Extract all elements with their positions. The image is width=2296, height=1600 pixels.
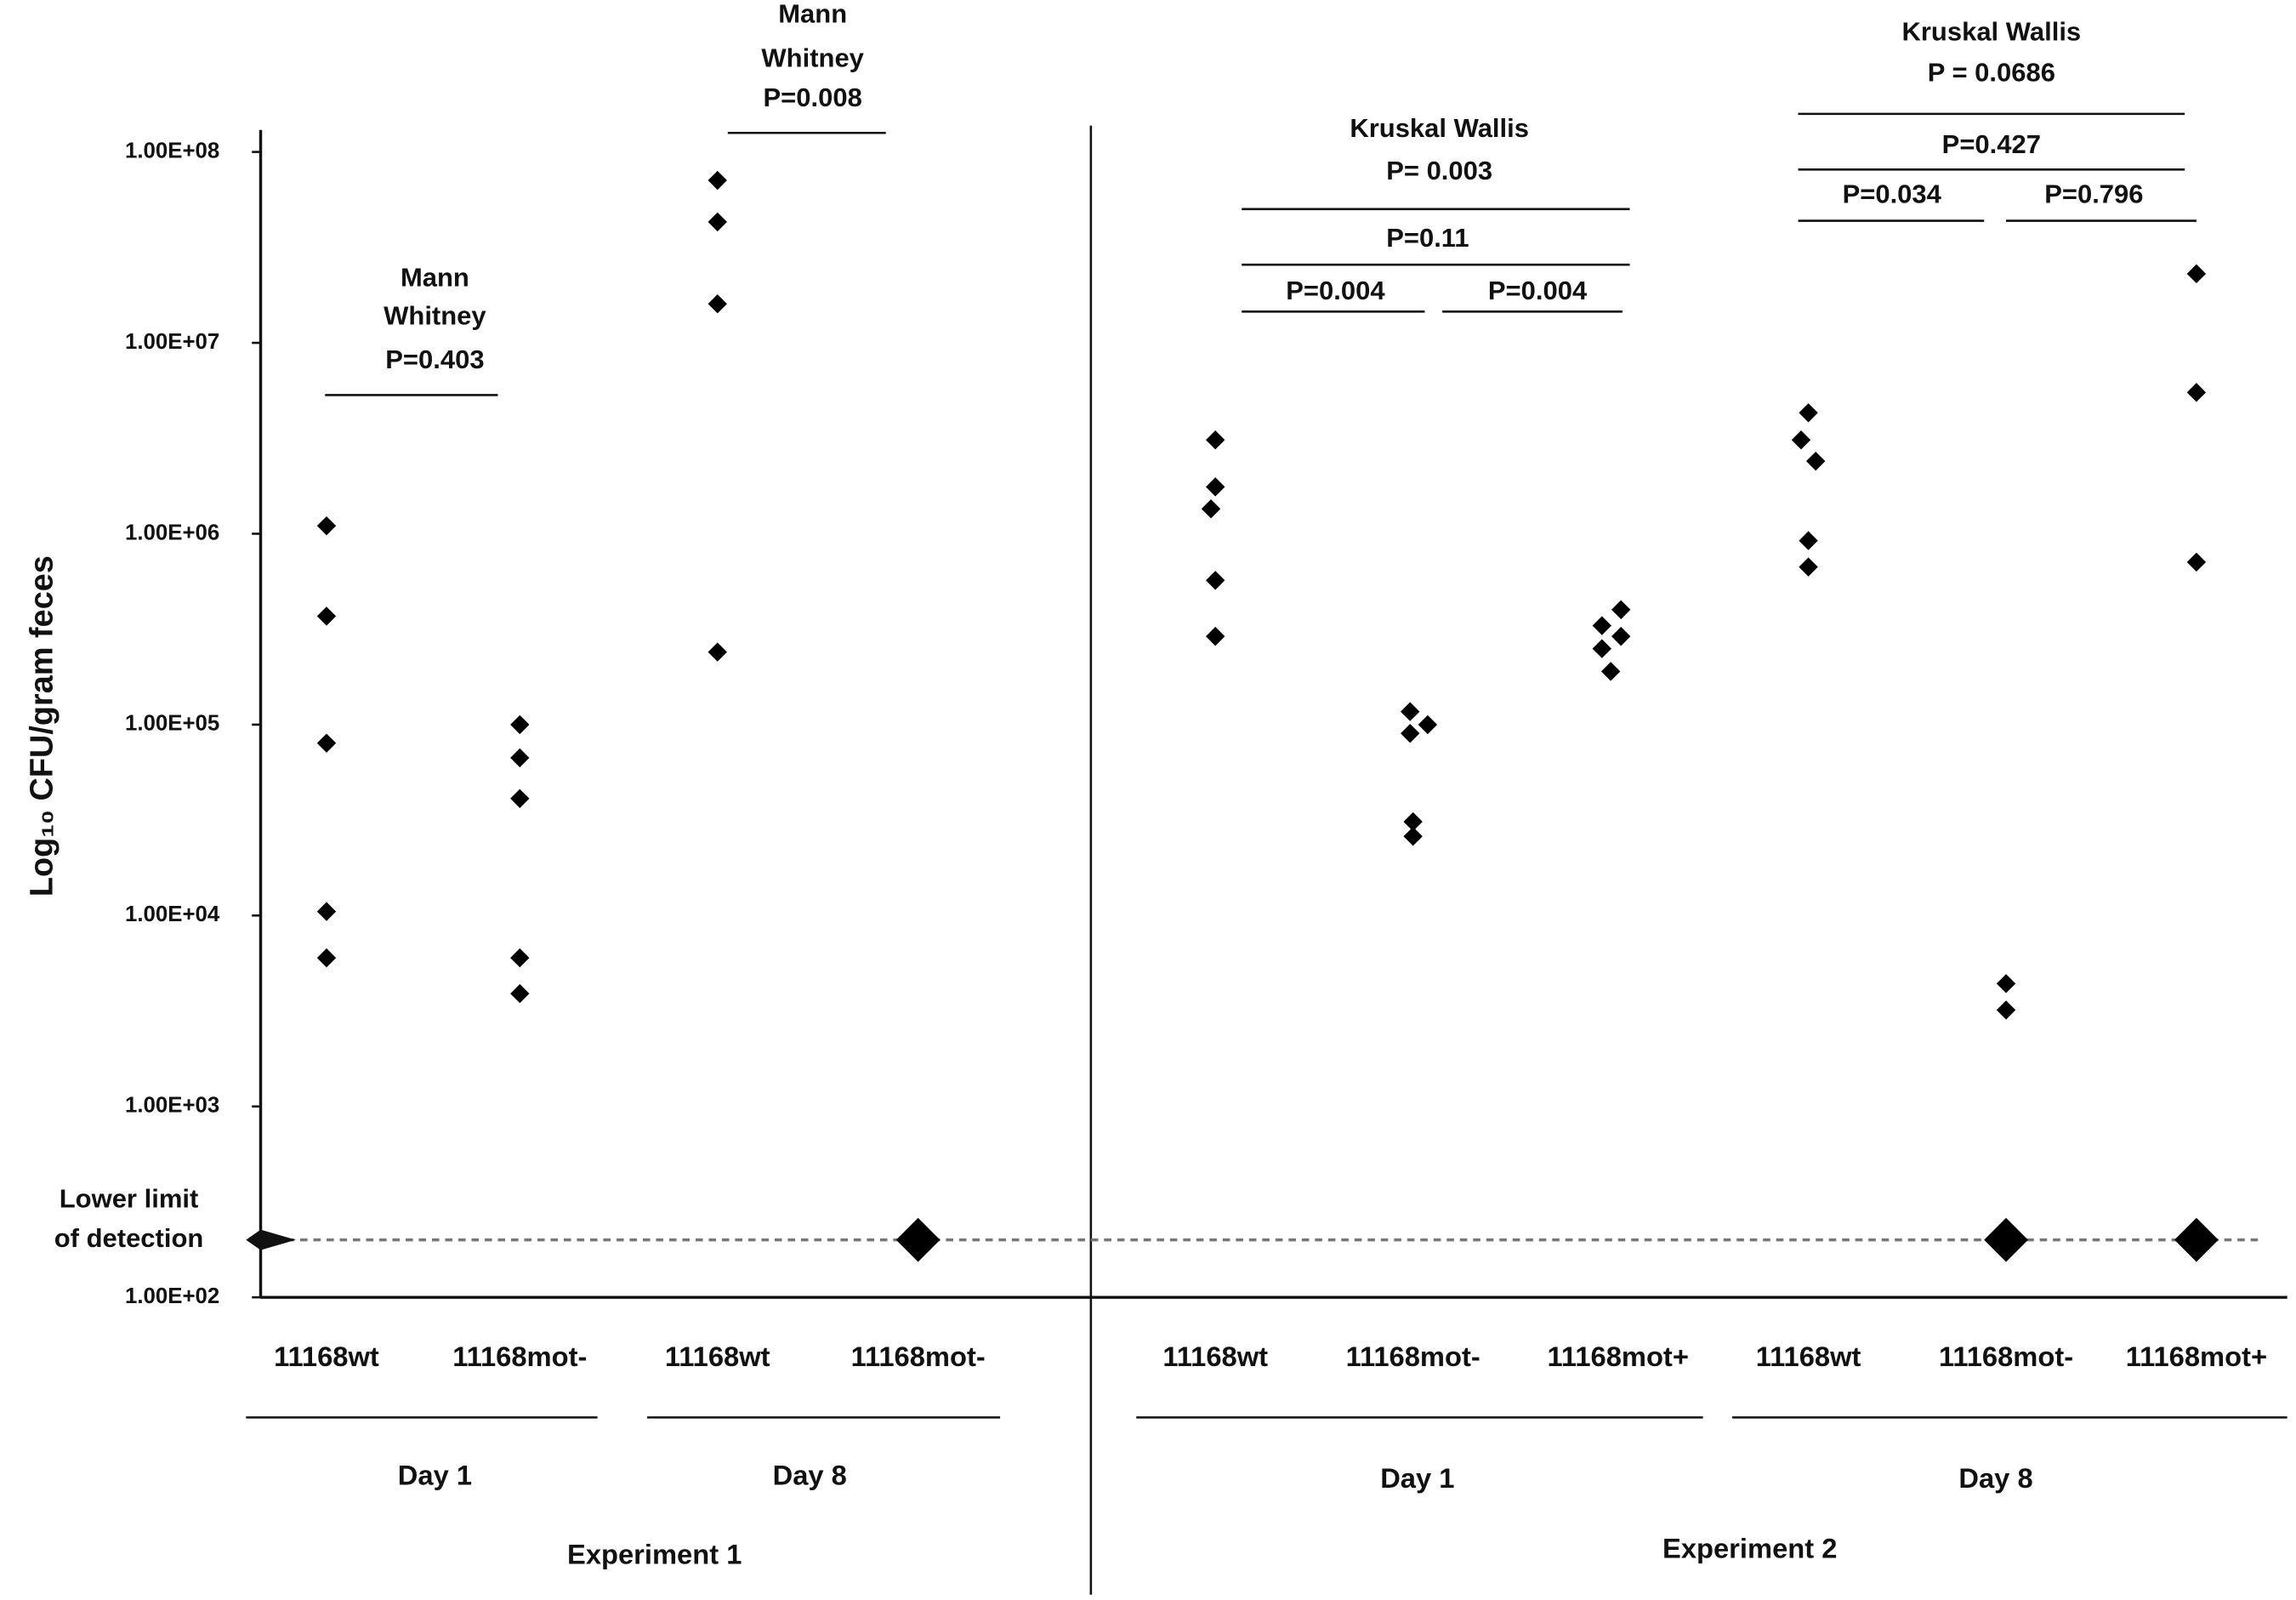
x-tick-label: 11168mot- <box>1939 1341 2073 1372</box>
data-point <box>1996 1000 2016 1020</box>
annotation-text: Kruskal Wallis <box>1350 113 1529 143</box>
annotation-text: P=0.796 <box>2044 179 2143 208</box>
y-tick-label: 1.00E+04 <box>125 902 220 926</box>
y-tick-label: 1.00E+06 <box>125 521 219 544</box>
data-point <box>316 902 337 921</box>
data-point <box>708 212 727 232</box>
x-tick-label: 11168mot- <box>851 1341 986 1372</box>
annotation-text: P=0.034 <box>1843 179 1942 208</box>
data-point <box>2174 1217 2219 1262</box>
data-point <box>1799 403 1818 423</box>
data-point <box>1403 811 1423 832</box>
annotation-text: P=0.403 <box>385 344 484 374</box>
group-label: Day 8 <box>1958 1462 2032 1494</box>
detection-limit-label: of detection <box>54 1223 204 1253</box>
data-point <box>1996 974 2016 994</box>
annotation-text: P=0.004 <box>1488 276 1588 305</box>
group-label: Day 1 <box>398 1460 472 1491</box>
data-point <box>510 983 530 1004</box>
y-tick-label: 1.00E+08 <box>125 139 219 162</box>
experiment-label: Experiment 2 <box>1662 1533 1837 1564</box>
data-point <box>1799 531 1818 550</box>
data-point <box>1611 600 1631 619</box>
data-point <box>1592 639 1611 658</box>
data-point <box>1600 662 1621 681</box>
x-tick-label: 11168mot+ <box>2126 1341 2267 1372</box>
annotation-text: Kruskal Wallis <box>1902 16 2082 46</box>
data-point <box>510 748 530 768</box>
data-point <box>1984 1217 2028 1262</box>
data-point <box>708 294 727 314</box>
data-point <box>2186 552 2207 572</box>
data-point <box>1592 616 1611 635</box>
x-tick-label: 11168mot- <box>1346 1341 1480 1372</box>
data-point <box>1806 451 1826 471</box>
x-tick-label: 11168mot+ <box>1548 1341 1689 1372</box>
detection-limit-label: Lower limit <box>60 1183 199 1213</box>
data-point <box>1206 571 1225 590</box>
annotation-text: P=0.004 <box>1286 276 1385 305</box>
data-point <box>895 1217 941 1262</box>
data-point <box>1206 477 1225 497</box>
y-tick-label: 1.00E+05 <box>125 712 219 736</box>
x-tick-label: 11168wt <box>665 1341 770 1372</box>
data-point <box>1418 715 1438 735</box>
annotation-text: P = 0.0686 <box>1928 58 2055 88</box>
data-point <box>316 733 337 753</box>
data-point <box>316 948 337 968</box>
data-point <box>1206 430 1225 450</box>
experiment-label: Experiment 1 <box>567 1539 742 1570</box>
data-point <box>510 715 530 735</box>
data-point <box>1206 626 1225 646</box>
annotation-text: Mann <box>401 263 469 293</box>
annotation-text: P=0.427 <box>1942 129 2041 159</box>
y-tick-label: 1.00E+07 <box>125 330 219 354</box>
y-axis-title: Log₁₀ CFU/gram feces <box>25 555 60 897</box>
data-point <box>1401 723 1420 743</box>
y-tick-label: 1.00E+03 <box>125 1094 219 1118</box>
detection-limit-pointer <box>246 1229 296 1250</box>
data-point <box>1403 827 1423 846</box>
group-label: Day 1 <box>1380 1462 1454 1494</box>
data-point <box>2186 383 2207 402</box>
annotation-text: P= 0.003 <box>1386 156 1492 185</box>
group-label: Day 8 <box>773 1460 847 1491</box>
annotation-text: P=0.008 <box>764 83 862 112</box>
x-tick-label: 11168wt <box>1756 1341 1861 1372</box>
x-tick-label: 11168wt <box>274 1341 379 1372</box>
data-point <box>708 642 727 662</box>
data-point <box>510 789 530 808</box>
annotation-text: Whitney <box>761 43 864 72</box>
data-point <box>2186 264 2207 284</box>
x-tick-label: 11168mot- <box>452 1341 587 1372</box>
data-point <box>316 606 337 626</box>
x-tick-label: 11168wt <box>1162 1341 1268 1372</box>
data-point <box>510 948 530 968</box>
data-point <box>1611 626 1631 646</box>
annotation-text: P=0.11 <box>1386 223 1469 253</box>
annotation-text: Whitney <box>384 300 486 330</box>
data-point <box>1201 499 1221 519</box>
y-tick-label: 1.00E+02 <box>125 1284 219 1308</box>
data-point <box>1799 557 1818 577</box>
data-point <box>316 515 337 536</box>
annotation-text: Mann <box>778 0 847 29</box>
data-point <box>1401 702 1420 721</box>
